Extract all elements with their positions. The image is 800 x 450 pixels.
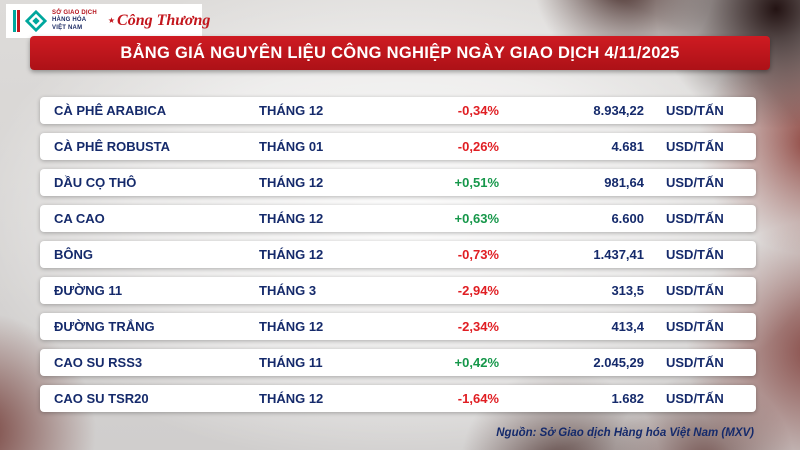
percent-change: -2,94%	[457, 283, 499, 298]
title-banner: BẢNG GIÁ NGUYÊN LIỆU CÔNG NGHIỆP NGÀY GI…	[30, 36, 770, 70]
table-row: CÀ PHÊ ARABICA THÁNG 12 -0,34% 8.934,22 …	[40, 97, 756, 124]
logo-bar: SỞ GIAO DỊCH HÀNG HÓA VIỆT NAM ★ Công Th…	[6, 4, 210, 38]
page-title: BẢNG GIÁ NGUYÊN LIỆU CÔNG NGHIỆP NGÀY GI…	[120, 43, 680, 62]
table-row: CÀ PHÊ ROBUSTA THÁNG 01 -0,26% 4.681 USD…	[40, 133, 756, 160]
source-note: Nguồn: Sở Giao dịch Hàng hóa Việt Nam (M…	[496, 427, 754, 439]
percent-change: +0,63%	[454, 211, 499, 226]
percent-change: -0,34%	[457, 103, 499, 118]
congthuong-logo-text: Công Thương	[117, 12, 211, 29]
price-value: 313,5	[611, 283, 644, 298]
commodity-name: CAO SU TSR20	[54, 391, 149, 406]
table-row: CA CAO THÁNG 12 +0,63% 6.600 USD/TẤN	[40, 205, 756, 232]
price-unit: USD/TẤN	[666, 103, 724, 118]
percent-change: -0,26%	[457, 139, 499, 154]
red-bar	[17, 10, 20, 32]
contract-month: THÁNG 12	[259, 391, 324, 406]
congthuong-logo: ★ Công Thương	[108, 12, 210, 30]
table-row: CAO SU TSR20 THÁNG 12 -1,64% 1.682 USD/T…	[40, 385, 756, 412]
price-value: 2.045,29	[593, 355, 644, 370]
logo-accent-bars	[13, 10, 20, 32]
price-unit: USD/TẤN	[666, 139, 724, 154]
price-value: 413,4	[611, 319, 644, 334]
commodity-name: CAO SU RSS3	[54, 355, 143, 370]
price-value: 1.682	[611, 391, 644, 406]
contract-month: THÁNG 12	[259, 175, 324, 190]
commodity-name: ĐƯỜNG 11	[54, 283, 123, 298]
contract-month: THÁNG 12	[259, 247, 324, 262]
teal-bar	[13, 10, 16, 32]
mxv-logo-text: SỞ GIAO DỊCH HÀNG HÓA VIỆT NAM	[52, 10, 97, 32]
price-value: 981,64	[604, 175, 644, 190]
mxv-diamond-icon	[25, 10, 47, 32]
mxv-logo-line1: SỞ GIAO DỊCH	[52, 10, 97, 17]
contract-month: THÁNG 12	[259, 103, 324, 118]
price-value: 6.600	[611, 211, 644, 226]
contract-month: THÁNG 01	[259, 139, 324, 154]
table-row: BÔNG THÁNG 12 -0,73% 1.437,41 USD/TẤN	[40, 241, 756, 268]
percent-change: +0,42%	[454, 355, 499, 370]
price-table: CÀ PHÊ ARABICA THÁNG 12 -0,34% 8.934,22 …	[40, 97, 756, 412]
price-value: 8.934,22	[593, 103, 644, 118]
contract-month: THÁNG 12	[259, 319, 324, 334]
congthuong-star-icon: ★	[107, 16, 116, 25]
percent-change: -1,64%	[457, 391, 499, 406]
percent-change: +0,51%	[454, 175, 499, 190]
commodity-name: ĐƯỜNG TRẮNG	[54, 319, 155, 334]
mxv-logo-line2: HÀNG HÓA	[52, 17, 87, 24]
commodity-name: BÔNG	[54, 247, 93, 262]
price-value: 4.681	[611, 139, 644, 154]
price-unit: USD/TẤN	[666, 355, 724, 370]
percent-change: -0,73%	[457, 247, 499, 262]
commodity-name: CÀ PHÊ ARABICA	[54, 103, 167, 118]
table-row: ĐƯỜNG 11 THÁNG 3 -2,94% 313,5 USD/TẤN	[40, 277, 756, 304]
table-row: CAO SU RSS3 THÁNG 11 +0,42% 2.045,29 USD…	[40, 349, 756, 376]
commodity-name: CÀ PHÊ ROBUSTA	[54, 139, 171, 154]
price-unit: USD/TẤN	[666, 391, 724, 406]
commodity-name: DẦU CỌ THÔ	[54, 175, 137, 190]
percent-change: -2,34%	[457, 319, 499, 334]
price-unit: USD/TẤN	[666, 211, 724, 226]
price-unit: USD/TẤN	[666, 283, 724, 298]
table-row: DẦU CỌ THÔ THÁNG 12 +0,51% 981,64 USD/TẤ…	[40, 169, 756, 196]
contract-month: THÁNG 3	[259, 283, 317, 298]
contract-month: THÁNG 12	[259, 211, 324, 226]
mxv-logo-line3: VIỆT NAM	[52, 24, 83, 31]
price-unit: USD/TẤN	[666, 319, 724, 334]
table-row: ĐƯỜNG TRẮNG THÁNG 12 -2,34% 413,4 USD/TẤ…	[40, 313, 756, 340]
price-unit: USD/TẤN	[666, 247, 724, 262]
contract-month: THÁNG 11	[259, 355, 323, 370]
price-value: 1.437,41	[593, 247, 644, 262]
price-unit: USD/TẤN	[666, 175, 724, 190]
commodity-name: CA CAO	[54, 211, 105, 226]
